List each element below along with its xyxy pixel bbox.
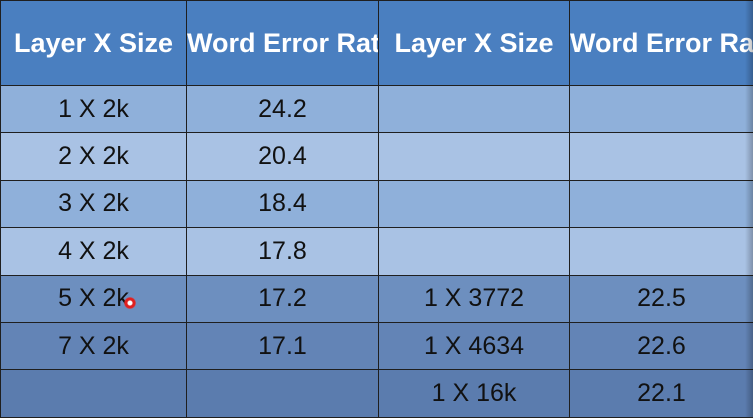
header-wer-left: Word Error Rate (%) (187, 1, 379, 86)
table-row: 1 X 2k 24.2 (1, 86, 753, 133)
laser-pointer-icon (124, 297, 136, 309)
table-cell: 7 X 2k (1, 322, 187, 369)
header-wer-right: Word Error Rate (%) (570, 1, 753, 86)
table-cell (379, 180, 570, 227)
table-cell: 1 X 16k (379, 370, 570, 417)
table-cell: 20.4 (187, 133, 379, 180)
table-cell: 1 X 4634 (379, 322, 570, 369)
table-row: 4 X 2k 17.8 (1, 228, 753, 275)
table-cell (570, 133, 753, 180)
table-header-row: Layer X Size Word Error Rate (%) Layer X… (1, 1, 753, 86)
table-cell: 22.5 (570, 275, 753, 322)
table-cell: 17.1 (187, 322, 379, 369)
table-row: 1 X 16k 22.1 (1, 370, 753, 417)
table-row: 5 X 2k 17.2 1 X 3772 22.5 (1, 275, 753, 322)
table-cell: 18.4 (187, 180, 379, 227)
header-layer-size-right: Layer X Size (379, 1, 570, 86)
table-cell (379, 133, 570, 180)
table-cell: 24.2 (187, 86, 379, 133)
table-row: 7 X 2k 17.1 1 X 4634 22.6 (1, 322, 753, 369)
table-cell: 5 X 2k (1, 275, 187, 322)
table-cell: 22.6 (570, 322, 753, 369)
table-cell: 1 X 3772 (379, 275, 570, 322)
table-cell: 3 X 2k (1, 180, 187, 227)
table-cell (379, 86, 570, 133)
table-cell: 22.1 (570, 370, 753, 417)
table-cell (570, 180, 753, 227)
table-cell (379, 228, 570, 275)
table-cell: 1 X 2k (1, 86, 187, 133)
table-cell: 17.8 (187, 228, 379, 275)
table-cell: 2 X 2k (1, 133, 187, 180)
table-cell (187, 370, 379, 417)
table-cell: 4 X 2k (1, 228, 187, 275)
header-layer-size-left: Layer X Size (1, 1, 187, 86)
table-row: 2 X 2k 20.4 (1, 133, 753, 180)
table-cell (570, 228, 753, 275)
table-row: 3 X 2k 18.4 (1, 180, 753, 227)
edge-shadow (745, 0, 753, 417)
table-cell (570, 86, 753, 133)
table-cell: 17.2 (187, 275, 379, 322)
table-cell (1, 370, 187, 417)
